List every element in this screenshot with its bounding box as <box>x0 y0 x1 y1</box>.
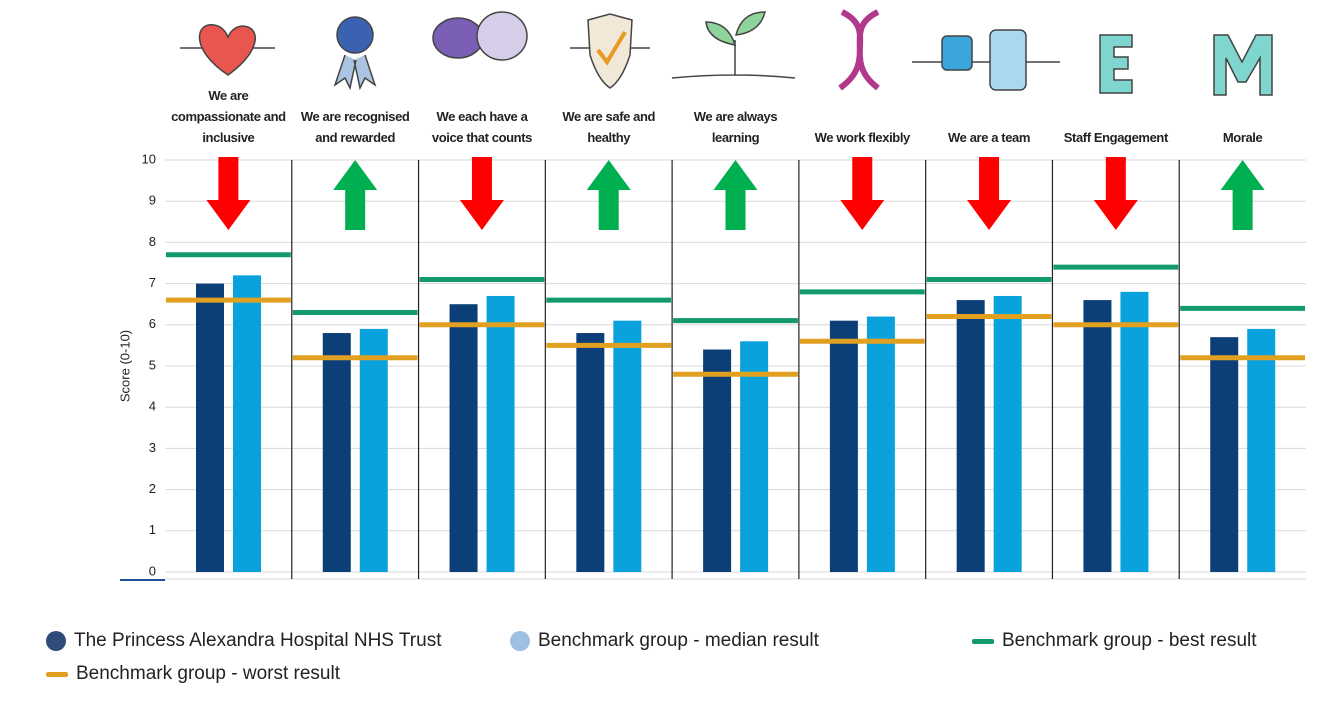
trend-arrow <box>840 157 885 230</box>
bar <box>1210 337 1239 572</box>
legend-marker <box>510 631 530 651</box>
x-tick-label: We are always learning <box>693 109 778 145</box>
x-tick-label: We are a team <box>948 130 1031 145</box>
bar <box>233 275 261 572</box>
icon-helix <box>838 9 880 91</box>
icon-leaves <box>705 11 766 46</box>
trend-arrow <box>713 160 758 230</box>
bar <box>1247 328 1276 572</box>
x-tick-label: We each have a voice that counts <box>431 109 533 145</box>
bar <box>956 300 985 572</box>
legend-item: Benchmark group - worst result <box>46 663 340 685</box>
trend-arrow <box>206 157 251 230</box>
icon-bubble <box>432 17 484 59</box>
bar <box>449 304 478 572</box>
icon-puzzle <box>941 35 973 71</box>
y-tick-label: 3 <box>149 440 156 455</box>
icon-bubble <box>476 11 528 61</box>
y-tick-label: 1 <box>149 522 156 537</box>
icons <box>180 9 1273 96</box>
trend-arrow <box>967 157 1012 230</box>
bar <box>196 283 224 572</box>
legend-label: Benchmark group - worst result <box>76 663 340 684</box>
x-tick-label: We work flexibly <box>814 130 911 145</box>
bar <box>993 295 1022 572</box>
trend-arrow <box>1093 157 1138 230</box>
legend-marker <box>46 671 68 677</box>
trend-arrow <box>1220 160 1265 230</box>
bar <box>829 320 858 572</box>
bar <box>322 333 351 572</box>
icon-heart <box>198 24 257 76</box>
y-tick-label: 6 <box>149 316 156 331</box>
icon-puzzle <box>989 29 1027 91</box>
bar <box>703 349 732 572</box>
trend-arrow <box>459 157 504 230</box>
legend-label: The Princess Alexandra Hospital NHS Trus… <box>74 630 442 651</box>
x-tick-label: We are safe and healthy <box>562 109 656 145</box>
icon-letter-m <box>1213 34 1273 96</box>
legend-marker <box>46 631 66 651</box>
icon-stem <box>671 40 796 79</box>
bar <box>576 333 605 572</box>
x-tick-label: Morale <box>1222 130 1263 145</box>
legend-item: The Princess Alexandra Hospital NHS Trus… <box>46 630 442 652</box>
bar <box>866 316 895 572</box>
icon-badge <box>336 16 374 54</box>
icon-check <box>596 30 627 66</box>
legend-label: Benchmark group - best result <box>1002 630 1257 651</box>
y-tick-label: 9 <box>149 193 156 208</box>
legend-label: Benchmark group - median result <box>538 630 819 651</box>
bar <box>1083 300 1112 572</box>
icon-shield <box>587 13 633 89</box>
y-axis-label: Score (0-10) <box>117 330 132 402</box>
x-tick-label: We are recognised and rewarded <box>300 109 410 145</box>
y-tick-label: 7 <box>149 275 156 290</box>
bar <box>613 320 642 572</box>
y-tick-label: 8 <box>149 234 156 249</box>
bar <box>359 328 388 572</box>
legend-item: Benchmark group - best result <box>972 630 1257 652</box>
trend-arrow <box>333 160 378 230</box>
icon-letter-e <box>1099 34 1133 94</box>
y-tick-label: 10 <box>142 151 156 166</box>
bar <box>486 295 515 572</box>
bar <box>1120 291 1149 572</box>
x-tick-label: We are compassionate and inclusive <box>171 88 286 145</box>
x-tick-label: Staff Engagement <box>1063 130 1169 145</box>
trend-arrow <box>586 160 631 230</box>
y-tick-label: 4 <box>149 399 156 414</box>
legend-marker <box>972 638 994 644</box>
y-tick-label: 5 <box>149 357 156 372</box>
y-tick-label: 2 <box>149 481 156 496</box>
icon-ribbon <box>333 54 377 91</box>
bar <box>740 341 769 572</box>
legend-item: Benchmark group - median result <box>510 630 819 652</box>
y-tick-label: 0 <box>149 563 156 578</box>
